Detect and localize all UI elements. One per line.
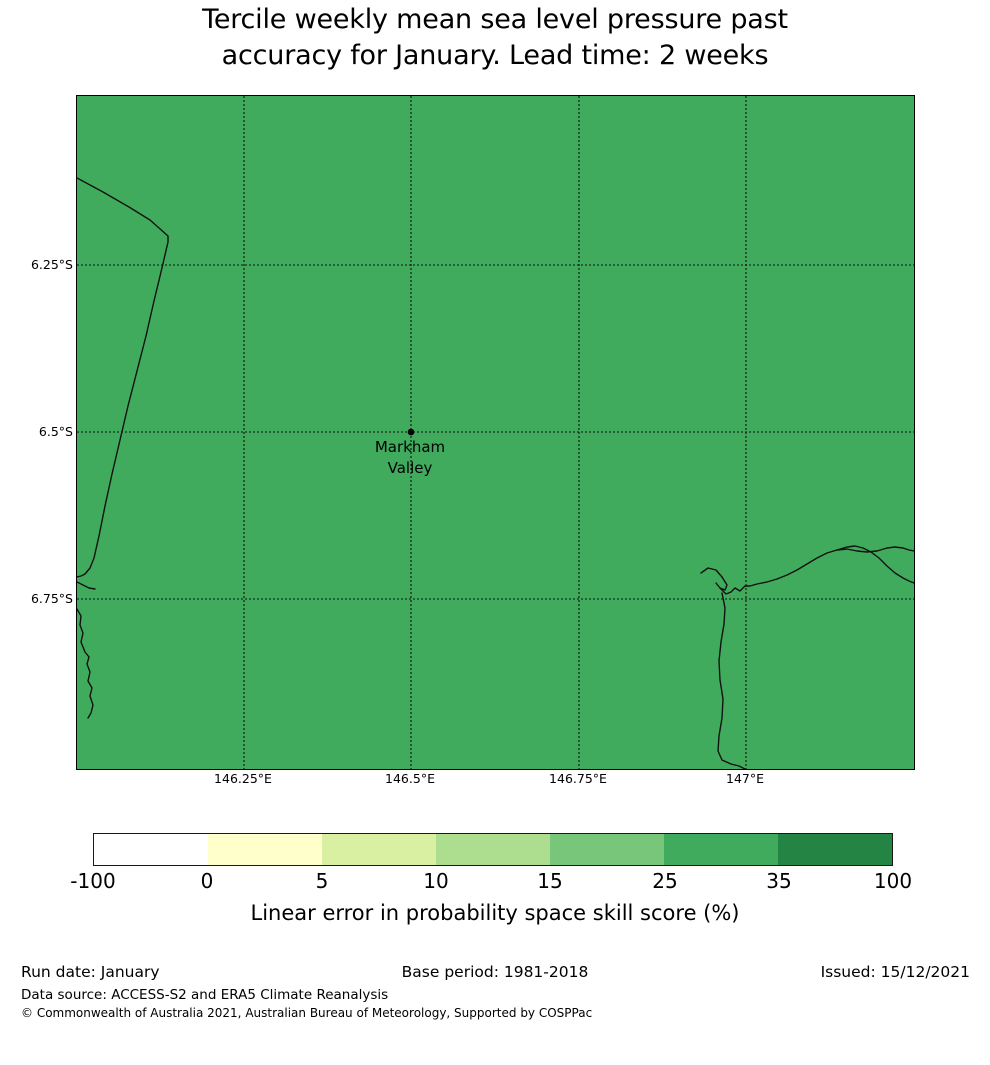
colorbar-tick-2: 5: [315, 869, 329, 893]
colorbar-segment-1: [208, 834, 322, 865]
footer-metadata-row: Run date: January Base period: 1981-2018…: [0, 962, 990, 986]
footer-data-source: Data source: ACCESS-S2 and ERA5 Climate …: [21, 987, 389, 1003]
colorbar-axis-label: Linear error in probability space skill …: [250, 901, 740, 925]
xtick-label-1: 146.5°E: [385, 771, 435, 786]
colorbar-tick-4: 15: [537, 869, 563, 893]
footer-base-period: Base period: 1981-2018: [401, 963, 589, 981]
location-markers: [407, 428, 415, 436]
colorbar-segment-3: [436, 834, 550, 865]
colorbar-tick-0: -100: [70, 869, 116, 893]
ytick-label-0: 6.25°S: [30, 257, 73, 272]
colorbar-tick-7: 100: [873, 869, 913, 893]
coastline-overlay: [77, 177, 914, 769]
xtick-label-3: 147°E: [725, 771, 765, 786]
ytick-label-2: 6.75°S: [30, 591, 73, 606]
colorbar-segment-4: [550, 834, 664, 865]
footer-copyright: © Commonwealth of Australia 2021, Austra…: [21, 1006, 593, 1020]
colorbar-tick-6: 35: [766, 869, 792, 893]
footer-run-date: Run date: January: [21, 963, 160, 981]
colorbar-tick-5: 25: [652, 869, 678, 893]
colorbar-segment-5: [664, 834, 778, 865]
location-dot-icon: [407, 428, 415, 436]
xtick-label-0: 146.25°E: [214, 771, 272, 786]
colorbar-segment-0: [94, 834, 208, 865]
colorbar-segment-2: [322, 834, 436, 865]
colorbar-tick-3: 10: [423, 869, 449, 893]
colorbar: [93, 833, 893, 866]
colorbar-segment-6: [778, 834, 892, 865]
map-plot-area: [76, 95, 915, 770]
xtick-label-2: 146.75°E: [549, 771, 607, 786]
colorbar-tick-1: 0: [200, 869, 214, 893]
page-title: Tercile weekly mean sea level pressure p…: [202, 4, 788, 71]
ytick-label-1: 6.5°S: [38, 424, 73, 439]
colorbar-segments: [93, 833, 893, 866]
footer-issued-date: Issued: 15/12/2021: [820, 963, 970, 981]
place-label-markham-valley: Markham Valley: [374, 438, 446, 477]
